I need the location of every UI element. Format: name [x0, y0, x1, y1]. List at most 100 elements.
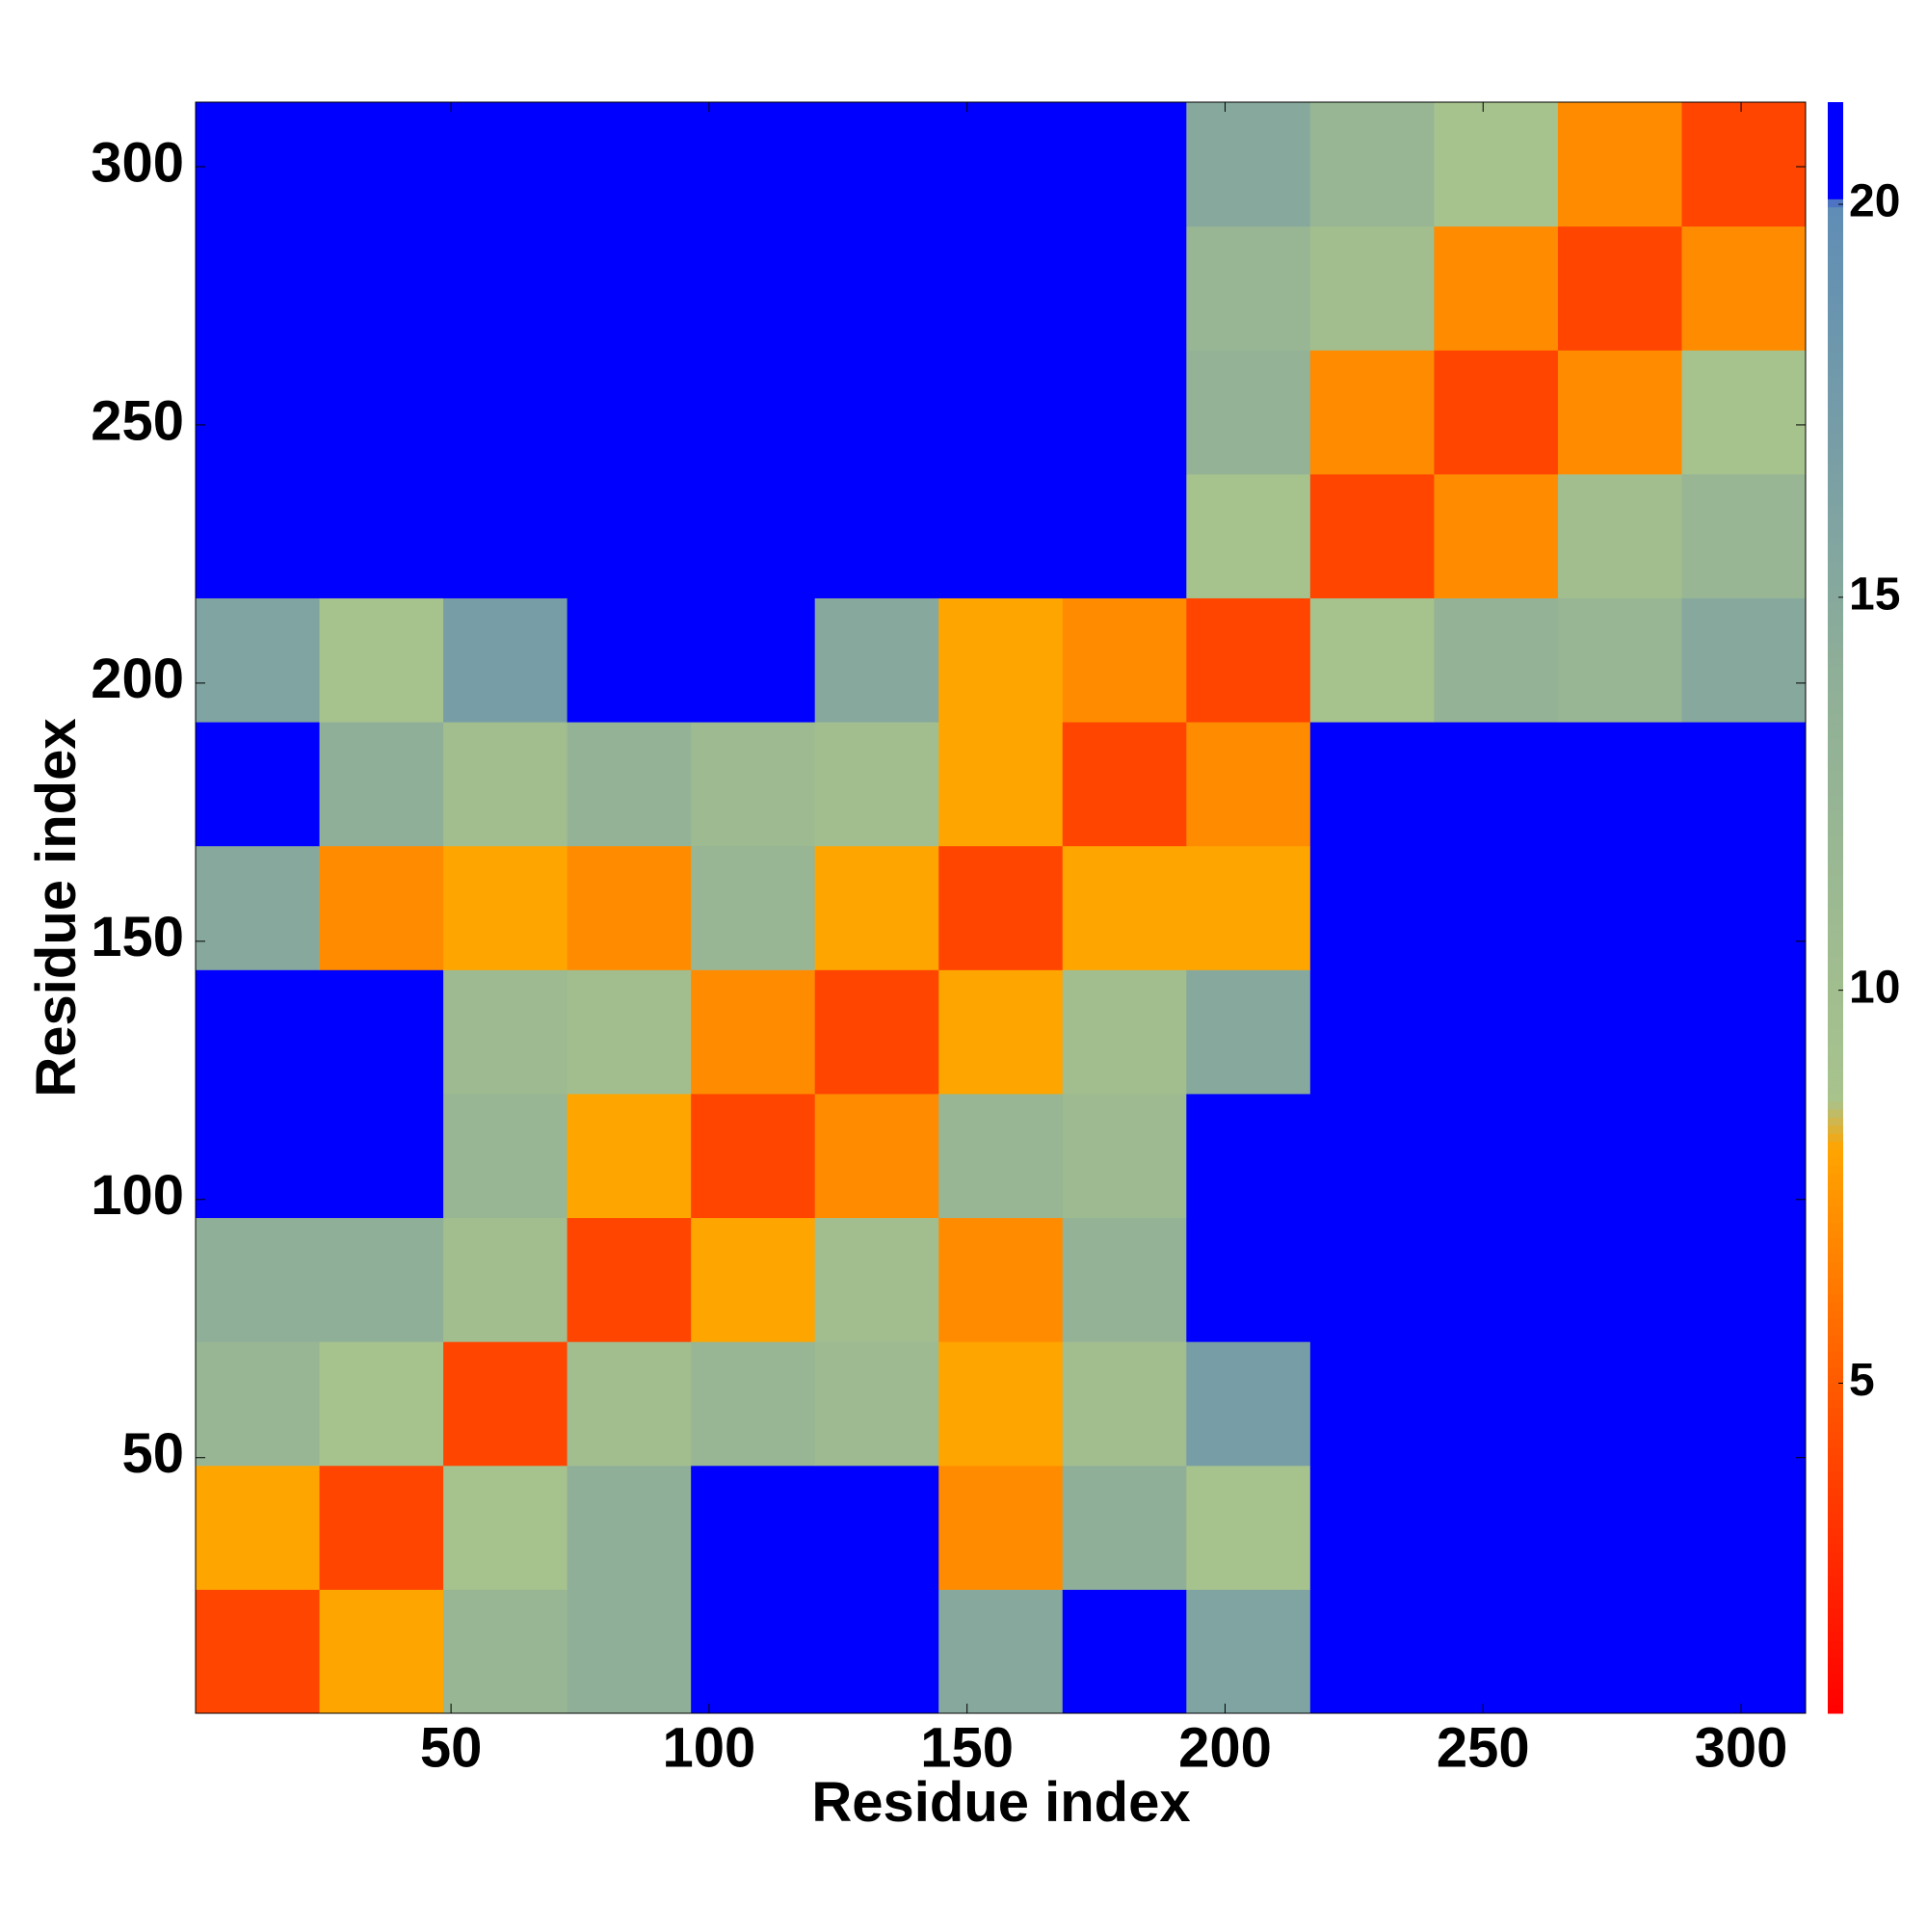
colorbar-segment: [1828, 271, 1843, 280]
colorbar-segment: [1828, 1222, 1843, 1231]
colorbar-segment: [1828, 1544, 1843, 1553]
colorbar-tick-label: 15: [1849, 569, 1900, 621]
colorbar-segment: [1828, 834, 1843, 844]
colorbar-segment: [1828, 1439, 1843, 1448]
colorbar-segment: [1828, 746, 1843, 755]
heatmap-cell: [1681, 350, 1807, 475]
heatmap-cell: [567, 722, 692, 847]
colorbar-segment: [1828, 1254, 1843, 1263]
colorbar-segment: [1828, 384, 1843, 393]
heatmap-cell: [691, 102, 816, 227]
heatmap-cell: [938, 350, 1064, 475]
heatmap-cell: [938, 1217, 1064, 1342]
colorbar-segment: [1828, 633, 1843, 643]
heatmap-cell: [814, 1589, 939, 1714]
y-axis-title: Residue index: [25, 718, 88, 1097]
colorbar-segment: [1828, 988, 1843, 997]
heatmap-cell: [1557, 1093, 1682, 1219]
colorbar-segment: [1828, 883, 1843, 892]
colorbar-segment: [1828, 1512, 1843, 1521]
colorbar-segment: [1828, 1688, 1843, 1698]
colorbar-segment: [1828, 980, 1843, 990]
colorbar-segment: [1828, 1681, 1843, 1690]
x-tick-label: 300: [1695, 1716, 1788, 1779]
colorbar-segment: [1828, 367, 1843, 377]
y-tick-label: 250: [91, 389, 184, 452]
colorbar-segment: [1828, 158, 1843, 168]
colorbar-segment: [1828, 1318, 1843, 1328]
colorbar-segment: [1828, 819, 1843, 828]
heatmap-cell: [196, 722, 321, 847]
colorbar-segment: [1828, 319, 1843, 329]
heatmap-cell: [196, 969, 321, 1095]
colorbar-segment: [1828, 561, 1843, 570]
heatmap-cell: [567, 1465, 692, 1590]
colorbar-segment: [1828, 118, 1843, 127]
heatmap-cell: [691, 1341, 816, 1467]
heatmap-cell: [1557, 969, 1682, 1095]
colorbar-segment: [1828, 1575, 1843, 1585]
heatmap-cell: [196, 1093, 321, 1219]
heatmap-cell: [443, 1341, 568, 1467]
colorbar-segment: [1828, 295, 1843, 304]
colorbar-segment: [1828, 1230, 1843, 1239]
colorbar-segment: [1828, 432, 1843, 441]
colorbar-segment: [1828, 544, 1843, 554]
colorbar-segment: [1828, 263, 1843, 273]
colorbar-segment: [1828, 1052, 1843, 1062]
colorbar-segment: [1828, 779, 1843, 788]
colorbar-segment: [1828, 1036, 1843, 1045]
colorbar-segment: [1828, 867, 1843, 877]
colorbar-segment: [1828, 1093, 1843, 1102]
colorbar-segment: [1828, 1407, 1843, 1416]
colorbar-segment: [1828, 601, 1843, 611]
heatmap-cell: [319, 1465, 444, 1590]
heatmap-cell: [319, 1093, 444, 1219]
colorbar-segment: [1828, 440, 1843, 449]
heatmap-cell: [691, 350, 816, 475]
heatmap-cell: [1309, 722, 1435, 847]
colorbar-segment: [1828, 995, 1843, 1005]
heatmap-cell: [938, 473, 1064, 598]
colorbar-segment: [1828, 1640, 1843, 1650]
heatmap-cell: [443, 845, 568, 970]
heatmap-cell: [1434, 225, 1559, 351]
heatmap-cell: [567, 1093, 692, 1219]
colorbar-segment: [1828, 190, 1843, 199]
colorbar-segment: [1828, 230, 1843, 240]
x-tick-label: 50: [420, 1716, 483, 1779]
heatmap-cell: [443, 597, 568, 723]
colorbar-segment: [1828, 1584, 1843, 1594]
colorbar-segment: [1828, 287, 1843, 297]
heatmap-cell: [1681, 1217, 1807, 1342]
colorbar-segment: [1828, 794, 1843, 804]
colorbar-segment: [1828, 343, 1843, 353]
heatmap-cell: [1186, 350, 1311, 475]
colorbar-segment: [1828, 1213, 1843, 1223]
colorbar-segment: [1828, 1600, 1843, 1609]
colorbar-segment: [1828, 1335, 1843, 1343]
colorbar-segment: [1828, 1004, 1843, 1014]
colorbar-segment: [1828, 908, 1843, 916]
colorbar-segment: [1828, 1326, 1843, 1336]
colorbar-segment: [1828, 182, 1843, 192]
colorbar-segment: [1828, 1278, 1843, 1287]
heatmap-cell: [1309, 225, 1435, 351]
colorbar-segment: [1828, 1383, 1843, 1392]
heatmap-cell: [196, 1341, 321, 1467]
colorbar-segment: [1828, 1020, 1843, 1029]
heatmap-cell: [691, 1217, 816, 1342]
heatmap-cell: [443, 1093, 568, 1219]
colorbar-segment: [1828, 328, 1843, 336]
heatmap-cell: [1557, 1589, 1682, 1714]
colorbar-segment: [1828, 569, 1843, 578]
colorbar-segment: [1828, 489, 1843, 498]
y-tick-label: 150: [91, 906, 184, 968]
heatmap-cell: [1186, 102, 1311, 227]
heatmap-cell: [196, 1217, 321, 1342]
heatmap-cell: [1186, 722, 1311, 847]
heatmap-cell: [1557, 845, 1682, 970]
heatmap-cell: [196, 102, 321, 227]
colorbar-segment: [1828, 496, 1843, 506]
colorbar-segment: [1828, 1374, 1843, 1384]
